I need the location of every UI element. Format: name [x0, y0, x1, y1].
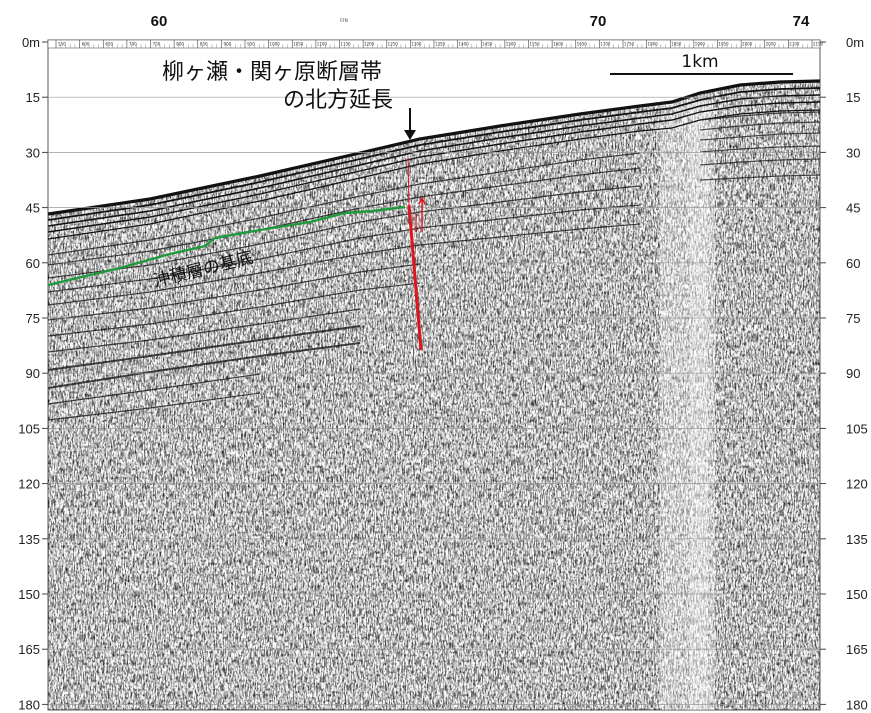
shot-fine-label: 650: [105, 42, 113, 47]
shot-label-70: 70: [590, 13, 607, 30]
depth-label-left: 60: [26, 256, 40, 271]
alluvium-base-line: [47, 205, 406, 287]
shot-fine-label: 800: [176, 42, 184, 47]
shot-fine-label: 550: [58, 42, 66, 47]
arrow-head-icon: [404, 130, 416, 140]
shot-fine-label: 1150: [340, 42, 351, 47]
depth-label-right: 0m: [846, 35, 864, 50]
shot-labels: 60 70 74 FFN: [151, 13, 810, 30]
depth-axis-left: 0m 15 30 45 60 75 90 105 120 135 150 165 180: [18, 35, 40, 712]
shot-fine-label: 1650: [577, 42, 588, 47]
shot-fine-label: 850: [200, 42, 208, 47]
shot-fine-label: 1700: [600, 42, 611, 47]
depth-label-left: 30: [26, 145, 40, 160]
depth-label-left: 150: [18, 587, 40, 602]
fault-annotation: 柳ヶ瀬・関ヶ原断層帯 の北方延長: [162, 60, 426, 351]
shot-fine-label: 1350: [435, 42, 446, 47]
shot-fine-label: 1400: [459, 42, 470, 47]
fault-title-line2: の北方延長: [283, 88, 393, 113]
seismic-reflection-data: [48, 79, 820, 710]
shot-fine-label: 1750: [624, 42, 635, 47]
layered-reflectors: [48, 152, 641, 421]
depth-label-right: 165: [846, 642, 868, 657]
shot-fine-label: 1450: [482, 42, 493, 47]
depth-label-left: 180: [18, 697, 40, 712]
fault-title-line1: 柳ヶ瀬・関ヶ原断層帯: [162, 60, 382, 85]
depth-label-left: 135: [18, 532, 40, 547]
depth-axis-right: 0m 15 30 45 60 75 90 105 120 135 150 165 180: [846, 35, 868, 712]
shot-fine-label: 1300: [411, 42, 422, 47]
shot-fine-label: 900: [224, 42, 232, 47]
depth-label-left: 105: [18, 421, 40, 436]
depth-label-left: 0m: [22, 35, 40, 50]
shot-fine-label: 750: [153, 42, 161, 47]
shot-fine-label: 1200: [364, 42, 375, 47]
seafloor-reflector: [48, 79, 820, 240]
depth-label-right: 135: [846, 532, 868, 547]
shot-point-axis: 550 600 650 700 750 800 850 900 950 1000 1050 1100 1…: [47, 39, 824, 49]
depth-label-right: 105: [846, 421, 868, 436]
shot-label-74: 74: [793, 13, 810, 30]
depth-label-left: 120: [18, 477, 40, 492]
depth-label-right: 120: [846, 477, 868, 492]
fault-line: [407, 204, 423, 351]
shot-fine-label: 1950: [718, 42, 729, 47]
depth-label-left: 45: [26, 201, 40, 216]
shot-fine-label: 1550: [529, 42, 540, 47]
depth-label-left: 75: [26, 311, 40, 326]
depth-label-right: 90: [846, 366, 860, 381]
depth-label-left: 165: [18, 642, 40, 657]
shot-fine-label: 2100: [789, 42, 800, 47]
shot-fine-label: 2150: [813, 42, 824, 47]
depth-label-right: 30: [846, 145, 860, 160]
scale-bar-label: 1km: [681, 52, 718, 72]
shot-fine-label: 2000: [742, 42, 753, 47]
depth-label-right: 45: [846, 201, 860, 216]
shot-fine-label: 1250: [388, 42, 399, 47]
shot-fine-label: 600: [82, 42, 90, 47]
depth-label-right: 15: [846, 90, 860, 105]
depth-label-right: 75: [846, 311, 860, 326]
fault-line-upper: [407, 157, 410, 206]
shot-fine-label: 1050: [293, 42, 304, 47]
shot-fine-label: 2050: [766, 42, 777, 47]
shot-fine-label: 1100: [317, 42, 328, 47]
scale-bar: 1km: [610, 52, 793, 75]
depth-label-right: 150: [846, 587, 868, 602]
arrow-up-icon: [418, 196, 426, 205]
depth-grid: [42, 41, 826, 705]
depth-label-right: 60: [846, 256, 860, 271]
depth-label-left: 15: [26, 90, 40, 105]
shot-fine-label: 1900: [695, 42, 706, 47]
shot-fine-label: 1500: [506, 42, 517, 47]
shot-fine-label: 950: [247, 42, 255, 47]
shot-fine-label: 1000: [270, 42, 281, 47]
shot-fine-label: 1850: [671, 42, 682, 47]
shot-fine-label: 700: [129, 42, 137, 47]
shot-fine-label: 1800: [648, 42, 659, 47]
shot-fine-label: 1600: [553, 42, 564, 47]
depth-label-left: 90: [26, 366, 40, 381]
shot-axis-unit: FFN: [340, 18, 348, 23]
shot-label-60: 60: [151, 13, 168, 30]
depth-label-right: 180: [846, 697, 868, 712]
